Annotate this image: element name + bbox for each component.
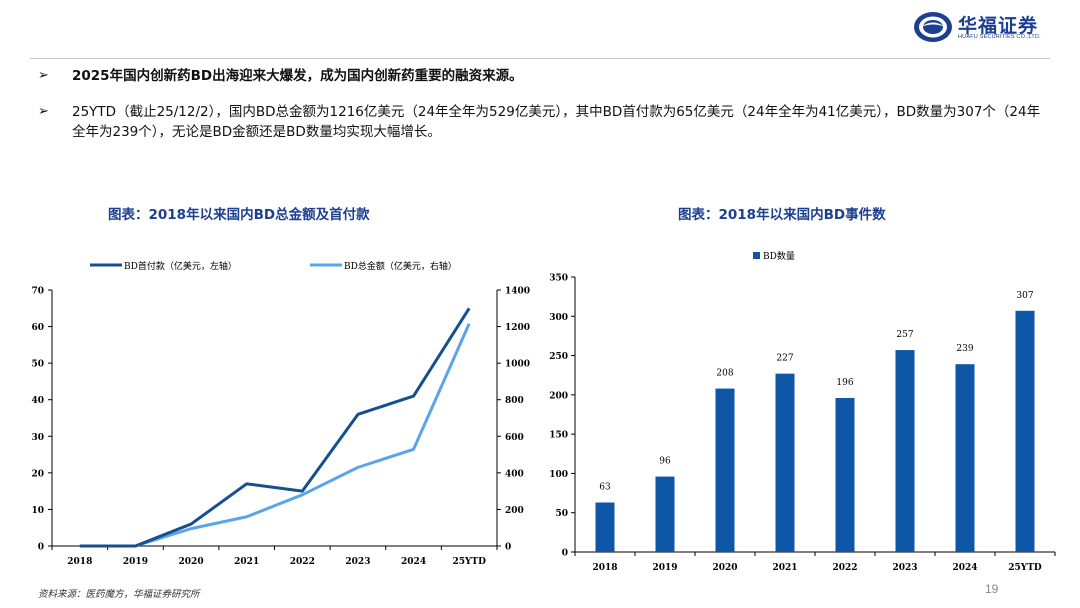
bullet-marker: ➢ — [38, 67, 49, 82]
x-tick-label: 25YTD — [1008, 563, 1042, 573]
right-tick-label: 600 — [505, 433, 524, 443]
bar-value-label: 208 — [716, 369, 733, 379]
bar-value-label: 227 — [776, 354, 793, 364]
x-tick-label: 2018 — [592, 563, 617, 573]
x-tick-label: 2022 — [832, 563, 857, 573]
y-tick-label: 100 — [549, 470, 568, 480]
bar — [1015, 310, 1035, 552]
legend-label: BD总金额（亿美元，右轴） — [344, 260, 457, 272]
right-tick-label: 200 — [505, 506, 524, 516]
bar-value-label: 307 — [1016, 291, 1033, 301]
bd-amount-line-chart: 0 10 20 30 40 50 60 70 0 200 400 600 800 1000 1200 1400… — [31, 260, 530, 567]
right-tick-label: 1400 — [505, 287, 530, 297]
left-tick-label: 30 — [31, 433, 44, 443]
x-tick-label: 2023 — [892, 563, 917, 573]
left-tick-label: 0 — [38, 543, 44, 553]
left-tick-label: 20 — [31, 469, 44, 479]
x-tick-label: 2023 — [345, 557, 370, 567]
right-tick-label: 1200 — [505, 323, 530, 333]
y-tick-label: 50 — [555, 509, 568, 519]
page-number: 19 — [985, 582, 999, 596]
logo-name-en: HUAFU SECURITIES CO.,LTD. — [958, 34, 1041, 40]
x-tick-label: 2024 — [952, 563, 977, 573]
headline-bullet: 2025年国内创新药BD出海迎来大爆发，成为国内创新药重要的融资来源。 — [72, 68, 523, 84]
y-tick-label: 150 — [549, 431, 568, 441]
y-tick-label: 350 — [549, 274, 568, 284]
left-tick-label: 70 — [31, 287, 44, 297]
bar — [835, 398, 855, 552]
x-tick-label: 2021 — [772, 563, 797, 573]
chart2-title: 图表：2018年以来国内BD事件数 — [678, 207, 886, 223]
left-tick-label: 50 — [31, 360, 44, 370]
bar-value-label: 96 — [659, 457, 671, 467]
left-tick-label: 60 — [31, 323, 44, 333]
bar — [955, 364, 975, 552]
logo-name: 华福证券 — [958, 15, 1039, 37]
source-note: 资料来源：医药魔方，华福证券研究所 — [38, 589, 200, 600]
bullet-marker: ➢ — [38, 103, 49, 118]
y-tick-label: 200 — [549, 391, 568, 401]
right-tick-label: 1000 — [505, 360, 530, 370]
bar — [595, 502, 615, 552]
left-tick-label: 40 — [31, 396, 44, 406]
company-logo-icon — [914, 12, 952, 42]
x-tick-label: 2021 — [234, 557, 259, 567]
y-tick-label: 0 — [562, 549, 568, 559]
header-divider — [30, 58, 1050, 59]
bd-count-bar-chart: 0 50 100 150 200 250 300 350 2018 2019 2020 2021 202… — [549, 250, 1056, 573]
bd-upfront-line — [79, 307, 471, 548]
legend-swatch — [753, 252, 760, 259]
bar-value-label: 196 — [836, 378, 853, 388]
x-tick-label: 2024 — [401, 557, 426, 567]
x-tick-label: 2019 — [652, 563, 677, 573]
bar — [715, 388, 735, 552]
bar-value-label: 239 — [956, 344, 973, 354]
x-tick-label: 2022 — [290, 557, 315, 567]
x-tick-label: 2020 — [179, 557, 204, 567]
right-tick-label: 0 — [505, 543, 511, 553]
x-tick-label: 2018 — [67, 557, 92, 567]
left-tick-label: 10 — [31, 506, 44, 516]
right-tick-label: 800 — [505, 396, 524, 406]
x-tick-label: 2019 — [123, 557, 148, 567]
x-tick-label: 2020 — [712, 563, 737, 573]
legend-label: BD数量 — [763, 250, 795, 262]
x-tick-label: 25YTD — [452, 557, 486, 567]
y-tick-label: 250 — [549, 352, 568, 362]
bar — [775, 373, 795, 552]
bd-total-line — [79, 323, 471, 548]
detail-bullet: 25YTD（截止25/12/2），国内BD总金额为1216亿美元（24年全年为5… — [72, 104, 1041, 140]
bar-value-label: 63 — [599, 483, 611, 493]
bar — [895, 350, 915, 552]
y-tick-label: 300 — [549, 313, 568, 323]
right-tick-label: 400 — [505, 469, 524, 479]
legend-label: BD首付款（亿美元，左轴） — [124, 260, 237, 272]
chart1-title: 图表：2018年以来国内BD总金额及首付款 — [108, 207, 370, 223]
bar — [655, 476, 675, 552]
bar-value-label: 257 — [896, 330, 913, 340]
